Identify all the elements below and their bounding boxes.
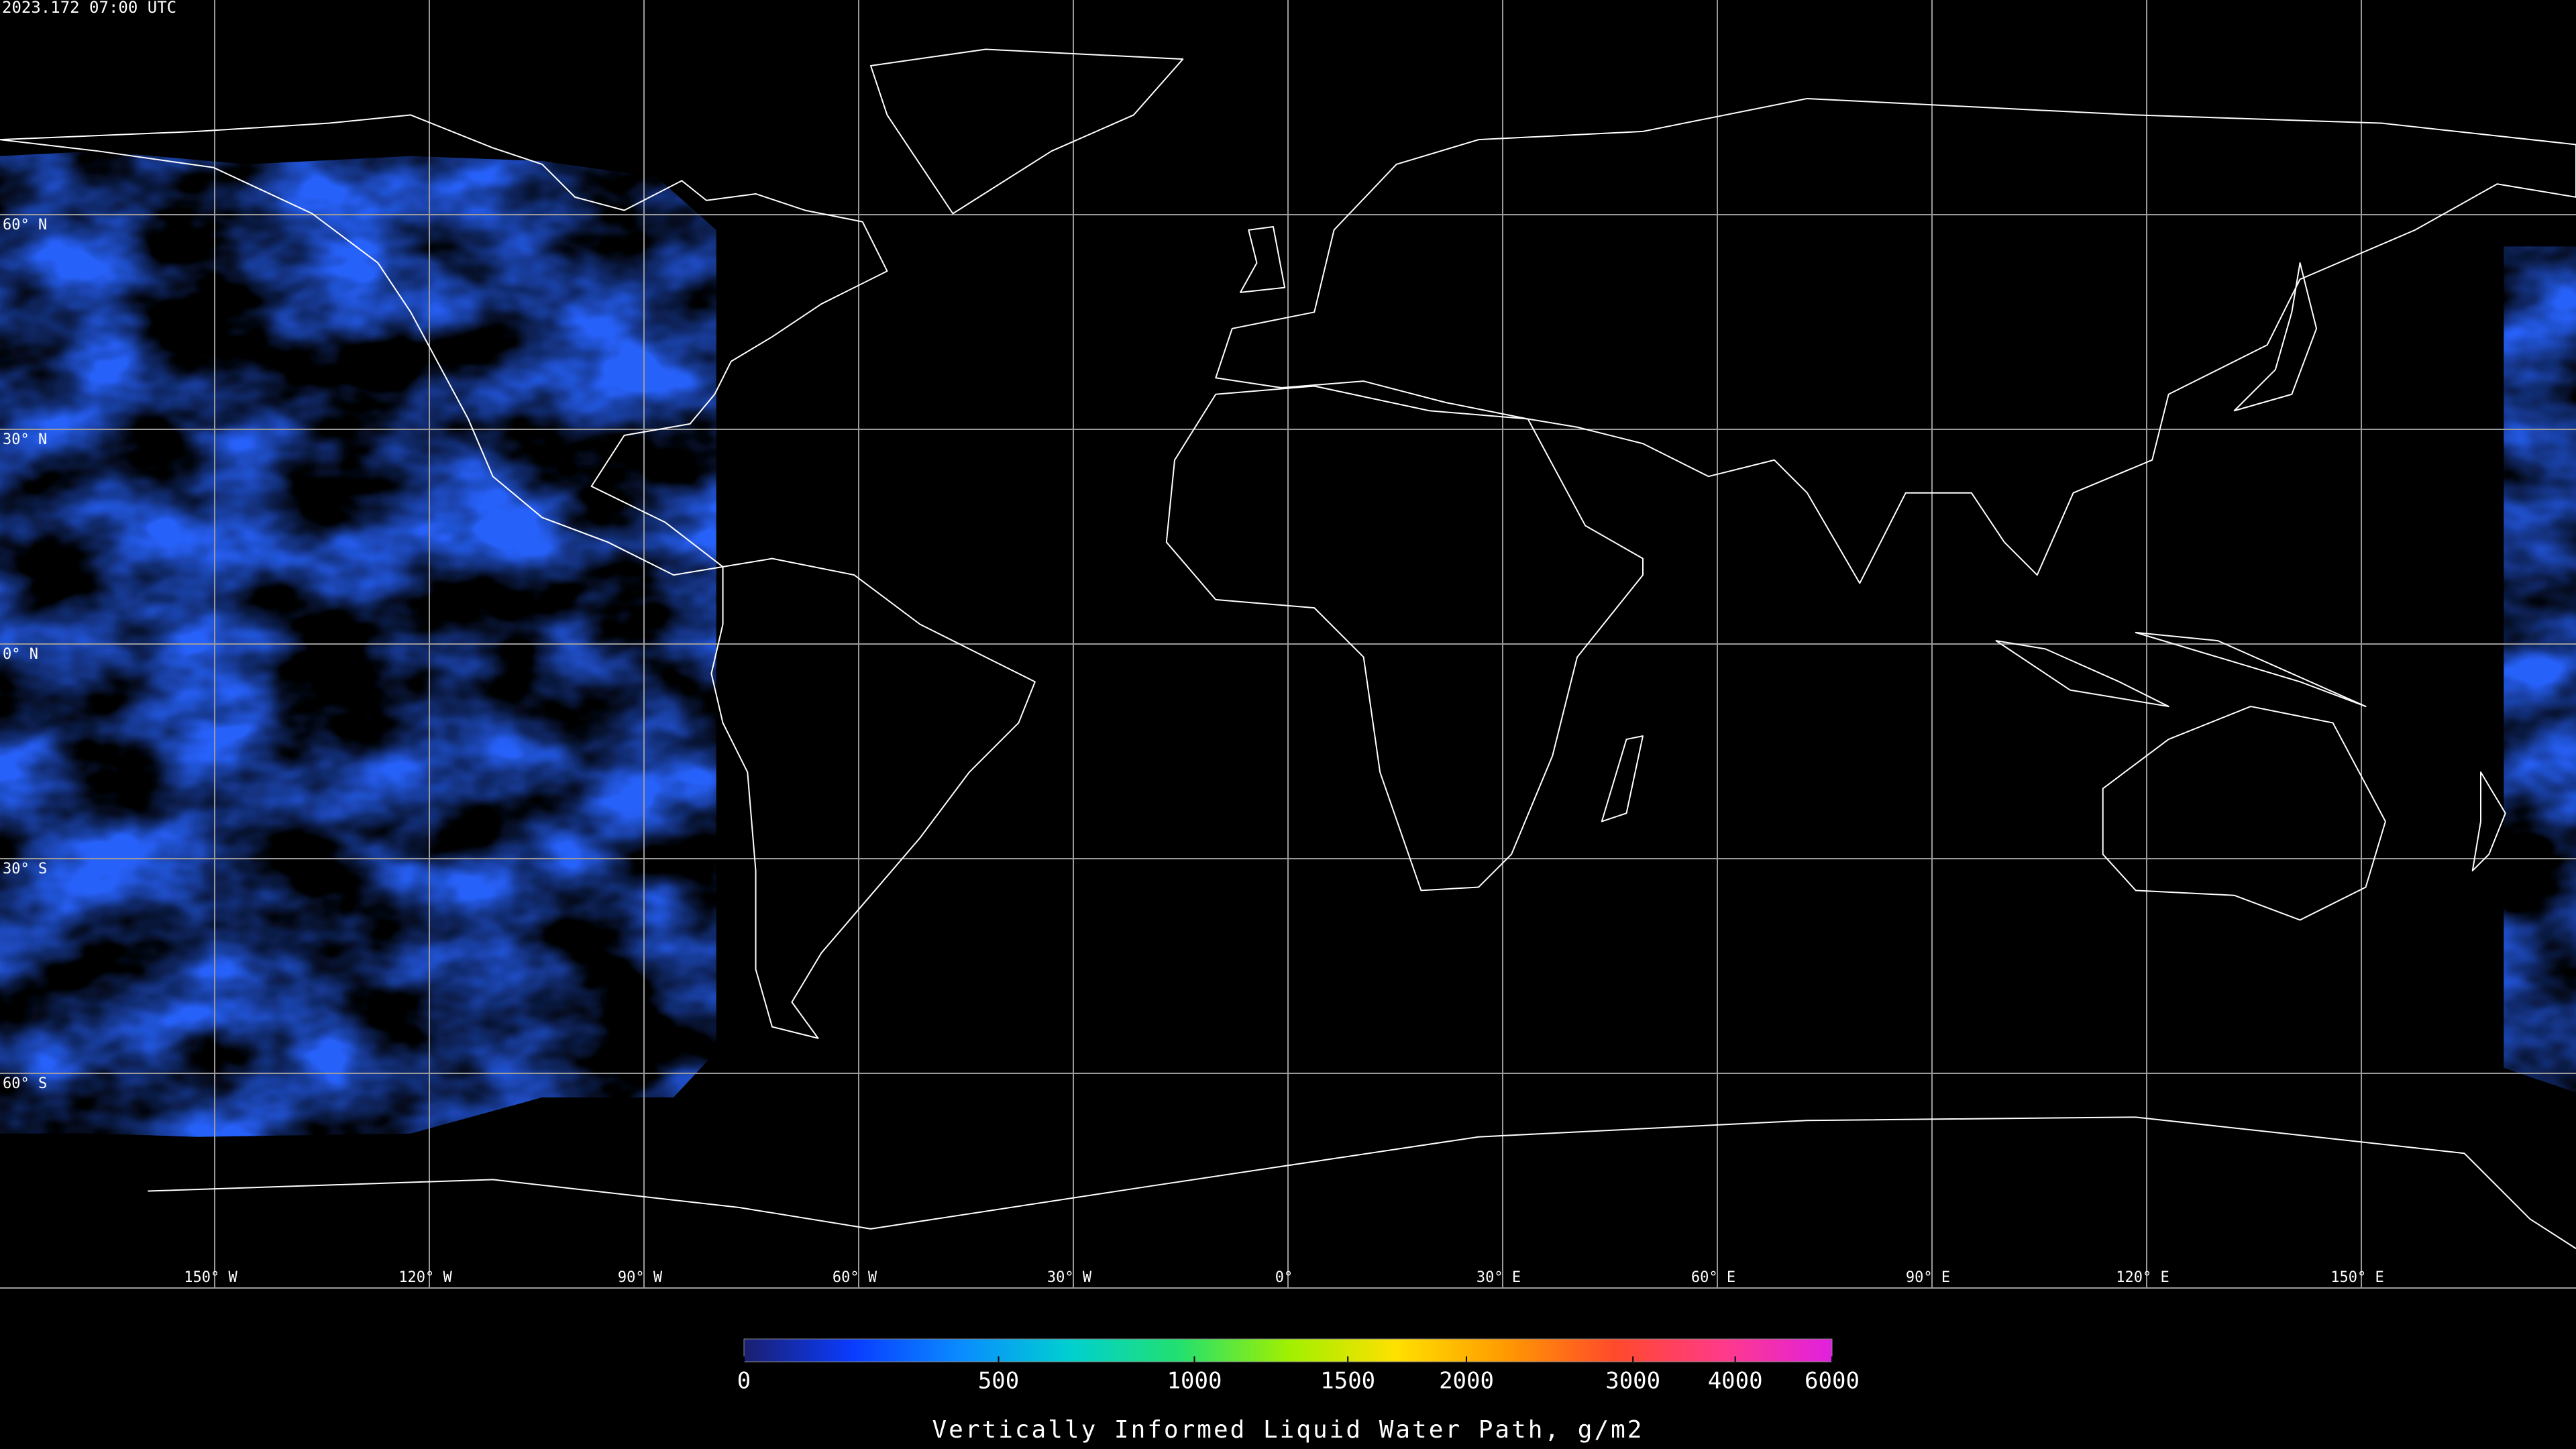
colorbar-tick-label: 3000	[1605, 1368, 1660, 1395]
lon-label: 30° W	[1047, 1269, 1092, 1286]
timestamp: 2023.172 07:00 UTC	[2, 0, 176, 17]
lon-label: 90° E	[1906, 1269, 1950, 1286]
coast-north-america	[0, 115, 887, 575]
coast-uk	[1240, 227, 1285, 292]
graticule-labels: 150° W 120° W 90° W 60° W 30° W 0° 30° E 60° E 9…	[3, 217, 2384, 1286]
colorbar-tick-label: 1500	[1320, 1368, 1375, 1395]
colorbar-tick-label: 6000	[1805, 1368, 1860, 1395]
lat-label: 60° S	[3, 1075, 47, 1092]
coast-japan	[2235, 263, 2316, 411]
coast-eurasia	[1216, 99, 2576, 583]
coast-new-zealand	[2473, 772, 2506, 871]
lon-label: 0°	[1275, 1269, 1293, 1286]
colorbar-tick-label: 2000	[1439, 1368, 1494, 1395]
colorbar-ticks: 0 500 1000 1500 2000 3000 4000 6000	[737, 1356, 1860, 1395]
colorbar-label: Vertically Informed Liquid Water Path, g…	[932, 1416, 1644, 1444]
coast-greenland	[871, 49, 1183, 213]
lon-label: 90° W	[618, 1269, 663, 1286]
colorbar-tick-label: 0	[737, 1368, 751, 1395]
colorbar-tick-label: 500	[978, 1368, 1019, 1395]
lon-label: 60° W	[833, 1269, 877, 1286]
lat-label: 30° N	[3, 431, 47, 448]
lon-label: 120° W	[398, 1269, 452, 1286]
lon-label: 30° E	[1477, 1269, 1521, 1286]
swath-east	[2504, 246, 2576, 1093]
coast-south-america	[711, 559, 1034, 1038]
colorbar	[743, 1338, 1833, 1362]
lon-label: 60° E	[1691, 1269, 1735, 1286]
coast-indonesia	[1996, 633, 2366, 706]
lat-label: 0° N	[3, 646, 38, 663]
graticule	[0, 0, 2576, 1289]
lon-label: 150° E	[2330, 1269, 2383, 1286]
lat-label: 30° S	[3, 861, 47, 877]
lon-label: 150° W	[184, 1269, 237, 1286]
lat-label: 60° N	[3, 217, 47, 233]
lon-label: 120° E	[2116, 1269, 2169, 1286]
coastlines	[0, 49, 2576, 1248]
coast-australia	[2103, 706, 2385, 920]
coast-antarctica	[148, 1117, 2576, 1248]
coast-madagascar	[1602, 736, 1643, 821]
colorbar-tick-label: 4000	[1708, 1368, 1763, 1395]
colorbar-tick-label: 1000	[1167, 1368, 1222, 1395]
